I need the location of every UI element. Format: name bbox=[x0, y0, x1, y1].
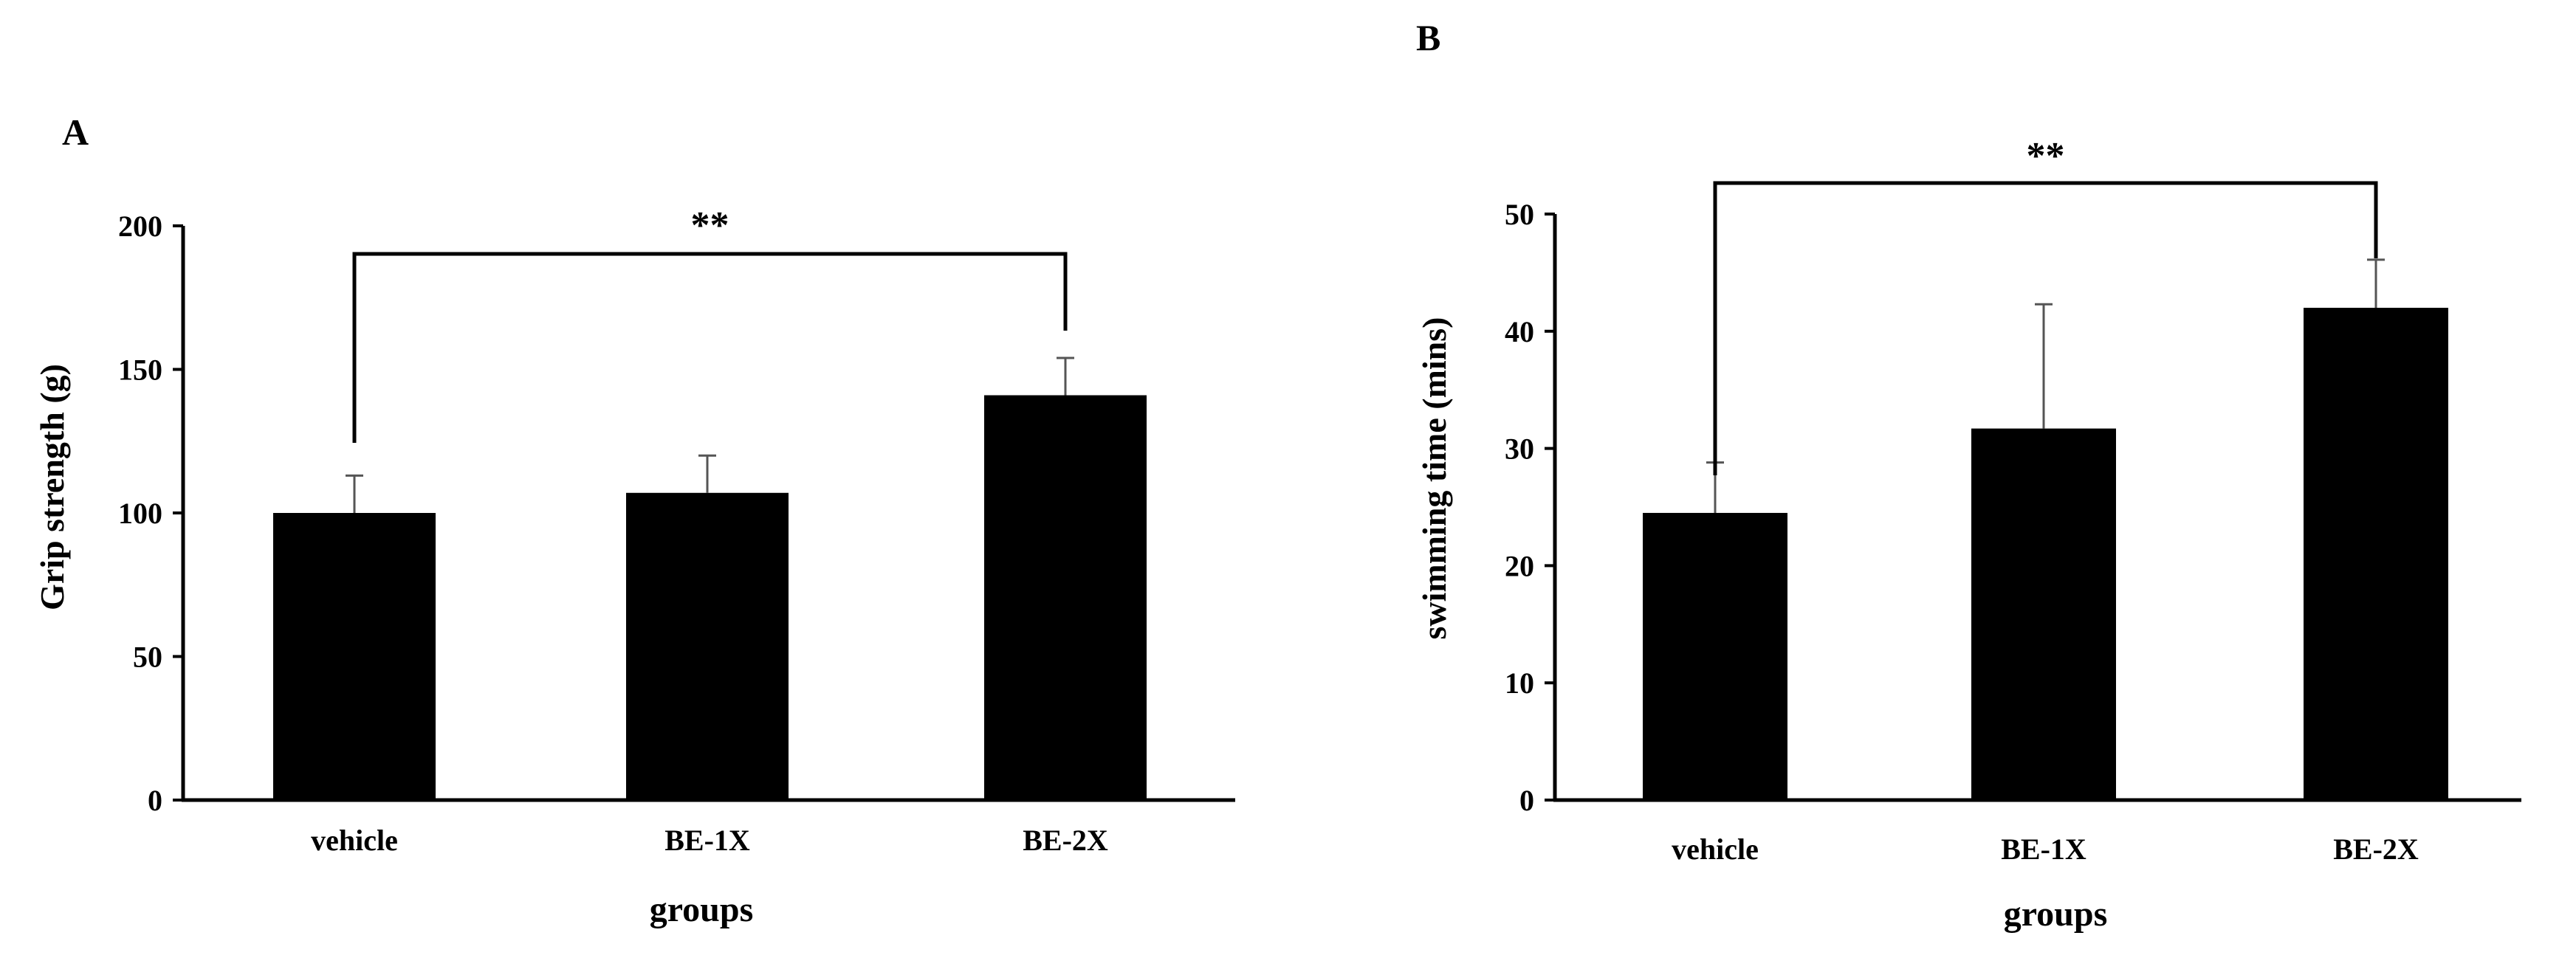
y-tick-label: 150 bbox=[118, 354, 162, 387]
panel-a-bars bbox=[273, 395, 1147, 800]
panel-b-category-labels: vehicle BE-1X BE-2X bbox=[1672, 833, 2419, 866]
bar-be-2x bbox=[2304, 308, 2448, 800]
category-label: BE-1X bbox=[664, 824, 750, 857]
y-tick-label: 100 bbox=[118, 497, 162, 530]
panel-b-x-axis-label: groups bbox=[2004, 895, 2108, 934]
y-tick-label: 20 bbox=[1505, 549, 1534, 582]
bar-vehicle bbox=[1643, 512, 1787, 800]
significance-bracket-line bbox=[1713, 181, 2378, 475]
panel-b-y-ticks: 0 10 20 30 40 50 bbox=[1505, 198, 1555, 817]
panel-a-category-labels: vehicle BE-1X BE-2X bbox=[311, 824, 1108, 857]
y-tick-label: 40 bbox=[1505, 315, 1534, 348]
panel-b-y-axis-label: swimming time (mins) bbox=[1415, 317, 1453, 640]
significance-label: ** bbox=[2027, 135, 2065, 177]
panel-b-letter: B bbox=[1416, 17, 1440, 58]
chart-panel-a: A Grip strength (g) groups 050100150200 … bbox=[33, 111, 1235, 929]
y-tick-label: 50 bbox=[1505, 198, 1534, 231]
y-tick-label: 30 bbox=[1505, 433, 1534, 466]
significance-label: ** bbox=[691, 204, 729, 247]
category-label: BE-2X bbox=[1023, 824, 1108, 857]
chart-panel-b: B swimming time (mins) groups 0 10 20 30 40 5… bbox=[1415, 17, 2521, 934]
panel-a-y-axis-label: Grip strength (g) bbox=[33, 364, 71, 610]
bar-vehicle bbox=[273, 513, 436, 800]
bar-be-1x bbox=[626, 492, 789, 800]
category-label: vehicle bbox=[311, 824, 398, 857]
panel-a-x-axis-label: groups bbox=[650, 890, 754, 929]
category-label: BE-1X bbox=[2001, 833, 2086, 866]
y-tick-label: 10 bbox=[1505, 666, 1534, 700]
panel-a-error-bars bbox=[346, 356, 1074, 513]
panel-a-y-ticks: 0 50 100 150 200 bbox=[118, 210, 183, 817]
panel-a-significance-bracket: ** bbox=[352, 204, 1068, 443]
y-tick-label: 200 bbox=[118, 210, 162, 243]
category-label: vehicle bbox=[1672, 833, 1759, 866]
bar-be-1x bbox=[1971, 428, 2116, 800]
category-label: BE-2X bbox=[2333, 833, 2419, 866]
significance-bracket-line bbox=[352, 252, 1068, 443]
panel-a-letter: A bbox=[62, 111, 89, 153]
panel-b-significance-bracket: ** bbox=[1713, 135, 2378, 475]
y-tick-label: 0 bbox=[1519, 784, 1534, 817]
y-tick-label: 50 bbox=[133, 641, 162, 674]
y-tick-label: 0 bbox=[148, 784, 162, 817]
panel-b-bars bbox=[1643, 308, 2448, 800]
bar-be-2x bbox=[984, 395, 1147, 800]
